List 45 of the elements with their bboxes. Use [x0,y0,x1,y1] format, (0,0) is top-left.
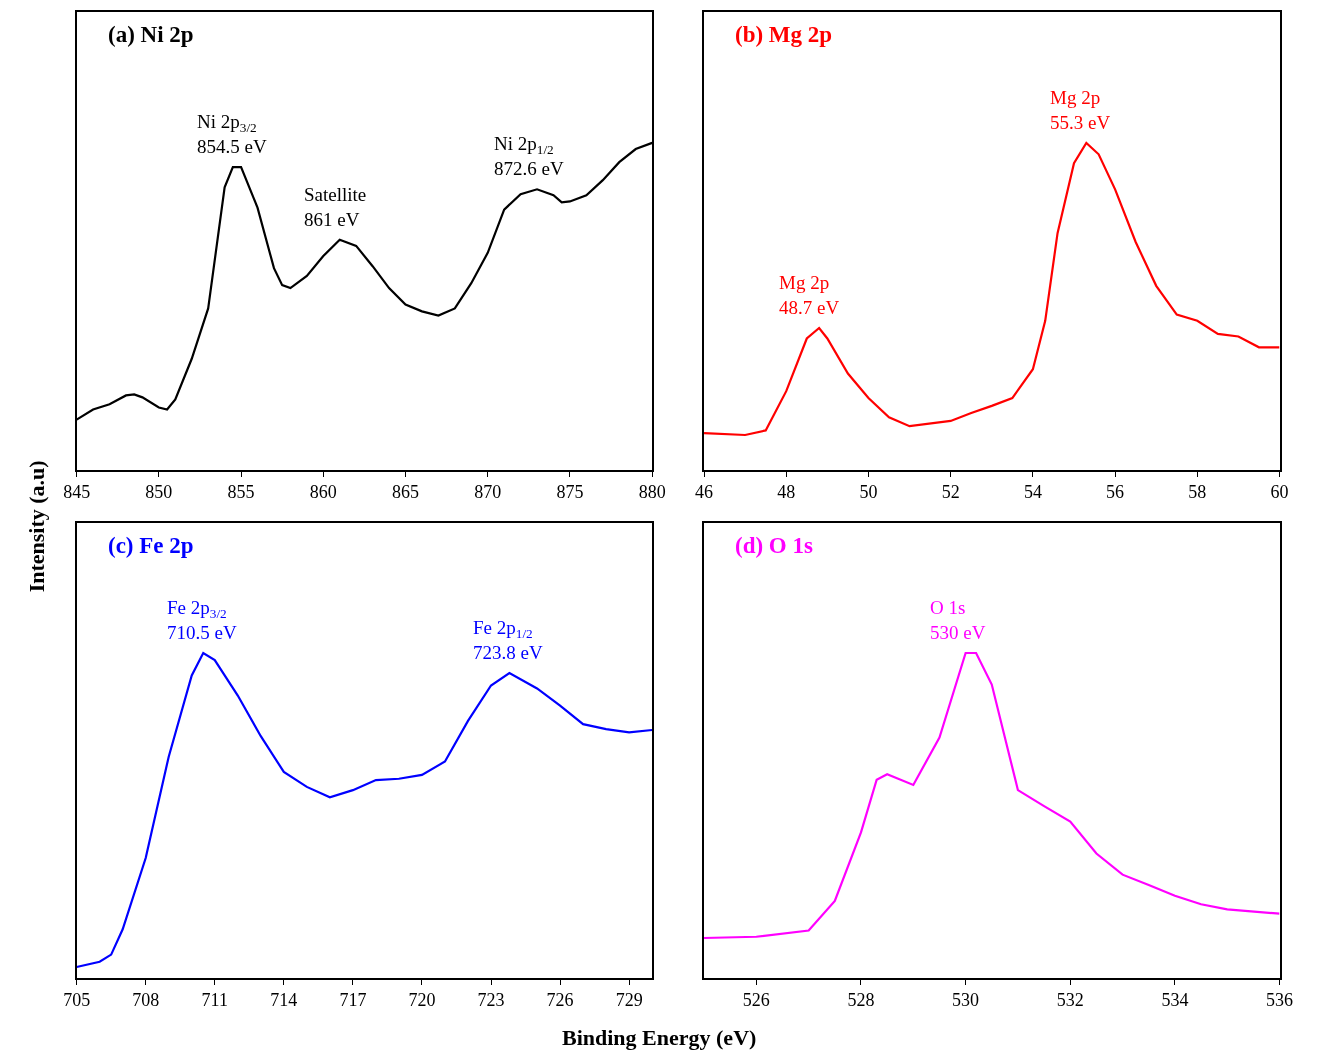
x-tick-label: 54 [1023,482,1042,503]
x-tick-label: 58 [1188,482,1207,503]
x-tick-label: 720 [408,990,436,1011]
chart-title: (a) Ni 2p [108,22,194,47]
chart-title: (c) Fe 2p [108,533,194,558]
x-tick-label: 875 [556,482,584,503]
x-tick-label: 48 [777,482,796,503]
x-tick-label: 717 [339,990,367,1011]
x-tick-label: 860 [309,482,337,503]
annotation: Fe 2p$_{1/2}$ 723.8 eV [473,617,543,663]
x-tick-label: 870 [474,482,502,503]
x-tick-label: 52 [941,482,960,503]
annotation: Fe 2p$_{3/2}$ 710.5 eV [167,597,237,643]
x-tick-label: 880 [638,482,666,503]
x-tick-label: 711 [201,990,228,1011]
annotation: Ni 2p$_{3/2}$ 854.5 eV [197,111,267,157]
y-axis-title: Intensity (a.u) [24,460,50,593]
annotation: Ni 2p$_{1/2}$ 872.6 eV [494,133,564,179]
x-tick-label: 726 [546,990,574,1011]
chart-title: (d) O 1s [735,533,813,558]
annotation: Mg 2p 55.3 eV [1050,87,1111,133]
x-tick-label: 532 [1056,990,1084,1011]
x-tick-label: 850 [145,482,173,503]
x-tick-label: 855 [227,482,255,503]
x-tick-label: 60 [1270,482,1289,503]
x-axis-title: Binding Energy (eV) [562,1025,757,1050]
x-tick-label: 845 [63,482,91,503]
x-tick-label: 528 [847,990,875,1011]
x-tick-label: 723 [477,990,505,1011]
chart-title: (b) Mg 2p [735,22,833,47]
x-tick-label: 56 [1106,482,1125,503]
x-tick-label: 536 [1266,990,1294,1011]
x-tick-label: 729 [615,990,643,1011]
annotation: Satellite 861 eV [304,184,367,230]
annotation: Mg 2p 48.7 eV [779,272,840,318]
x-tick-label: 46 [695,482,714,503]
x-tick-label: 534 [1161,990,1189,1011]
x-tick-label: 526 [742,990,770,1011]
x-tick-label: 865 [392,482,419,503]
x-tick-label: 50 [859,482,878,503]
annotation: O 1s 530 eV [930,597,986,643]
x-tick-label: 705 [63,990,91,1011]
x-tick-label: 708 [132,990,160,1011]
x-tick-label: 714 [270,990,298,1011]
x-tick-label: 530 [952,990,980,1011]
